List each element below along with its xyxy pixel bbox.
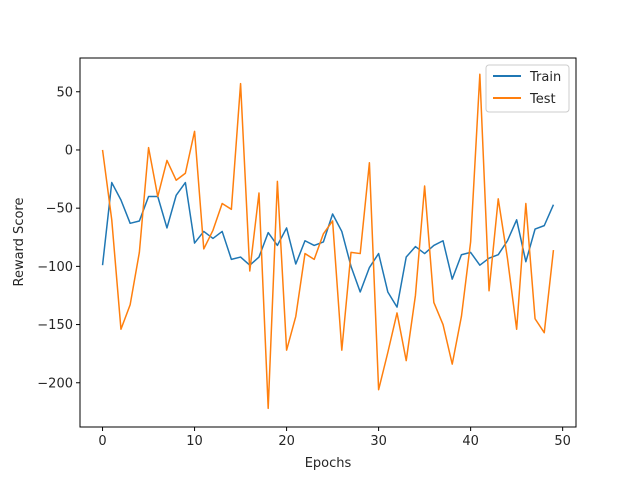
y-tick-label: 50 [56, 85, 73, 100]
x-tick-label: 30 [370, 434, 387, 449]
x-tick-label: 20 [278, 434, 295, 449]
y-tick-label: −50 [46, 202, 73, 217]
plot-frame [79, 57, 577, 428]
legend-label-train: Train [529, 70, 561, 85]
y-axis-ticks: 50 0 −50 −100 −150 −200 [37, 85, 80, 391]
x-axis-ticks: 0 10 20 30 40 50 [98, 427, 571, 449]
series-layer [101, 73, 555, 410]
legend: Train Test [485, 64, 570, 113]
legend-label-test: Test [529, 92, 556, 107]
y-tick-label: −150 [37, 318, 73, 333]
y-tick-label: 0 [65, 143, 73, 158]
x-axis-label: Epochs [305, 456, 352, 471]
y-tick-label: −100 [37, 260, 73, 275]
x-tick-label: 0 [98, 434, 106, 449]
y-axis-label: Reward Score [12, 198, 27, 287]
plot-area [80, 58, 576, 427]
y-tick-label: −200 [37, 376, 73, 391]
x-tick-label: 40 [462, 434, 479, 449]
x-tick-label: 10 [186, 434, 203, 449]
x-tick-label: 50 [554, 434, 571, 449]
series-line-test [101, 73, 555, 410]
